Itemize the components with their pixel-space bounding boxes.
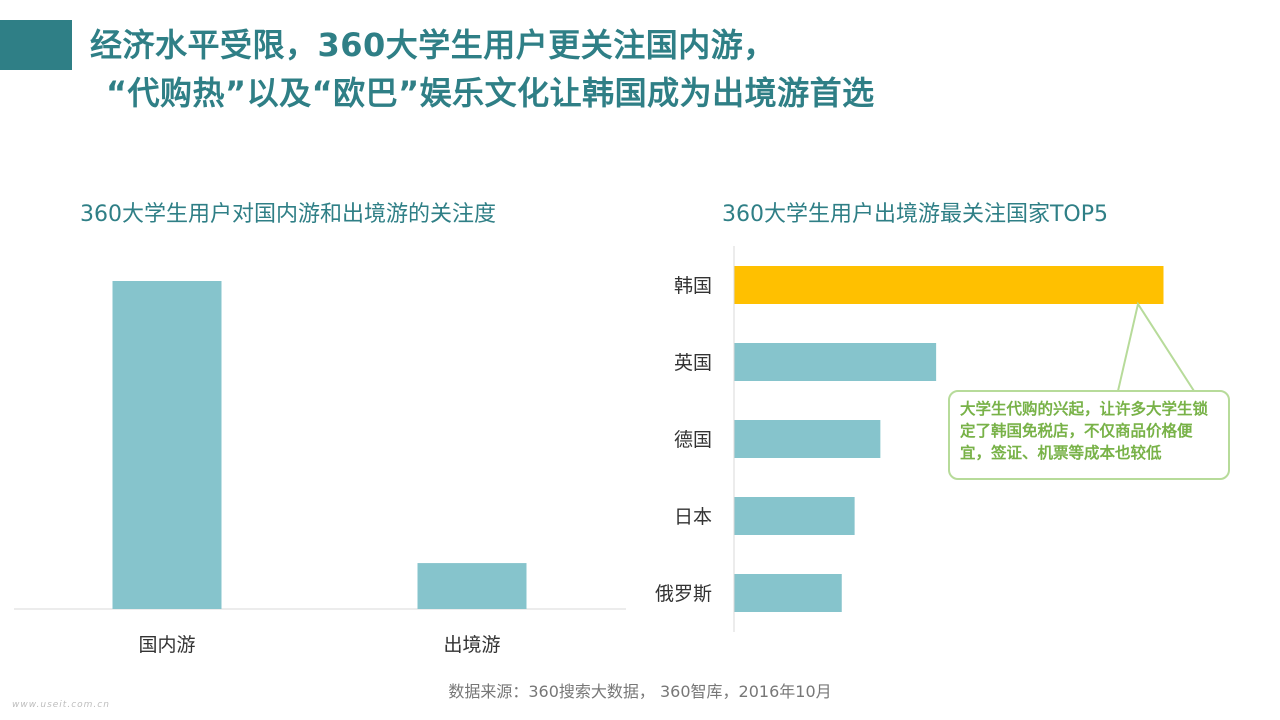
chart1-bar-1 [112, 281, 222, 609]
chart2-category-label-2: 英国 [674, 352, 712, 374]
chart2-title: 360大学生用户出境游最关注国家TOP5 [722, 202, 1109, 227]
chart2-category-label-3: 德国 [674, 429, 712, 451]
data-source: 数据来源：360搜索大数据， 360智库，2016年10月 [448, 682, 832, 701]
callout-pointer [1117, 301, 1195, 392]
chart1-title: 360大学生用户对国内游和出境游的关注度 [80, 202, 496, 227]
chart1-category-label-2: 出境游 [443, 634, 500, 656]
chart1-bar-2 [417, 563, 527, 609]
chart2-bar-4 [734, 497, 855, 535]
slide-title-line-1: 经济水平受限，360大学生用户更关注国内游， [90, 26, 776, 64]
korea-callout: 大学生代购的兴起，让许多大学生锁定了韩国免税店，不仅商品价格便宜，签证、机票等成… [948, 390, 1230, 480]
chart2-category-label-1: 韩国 [674, 275, 712, 297]
korea-callout-text: 大学生代购的兴起，让许多大学生锁定了韩国免税店，不仅商品价格便宜，签证、机票等成… [960, 400, 1209, 462]
title-accent-block [0, 20, 72, 70]
watermark: www.useit.com.cn [12, 700, 110, 710]
chart2-bar-2 [734, 343, 937, 381]
chart2-category-label-4: 日本 [674, 506, 712, 528]
slide-title-line-2: “代购热”以及“欧巴”娱乐文化让韩国成为出境游首选 [106, 74, 875, 112]
chart1-category-label-1: 国内游 [138, 634, 195, 656]
chart2-bar-1 [734, 266, 1164, 304]
chart2-category-label-5: 俄罗斯 [655, 583, 712, 605]
chart2-bar-5 [734, 574, 842, 612]
chart2-bar-3 [734, 420, 881, 458]
